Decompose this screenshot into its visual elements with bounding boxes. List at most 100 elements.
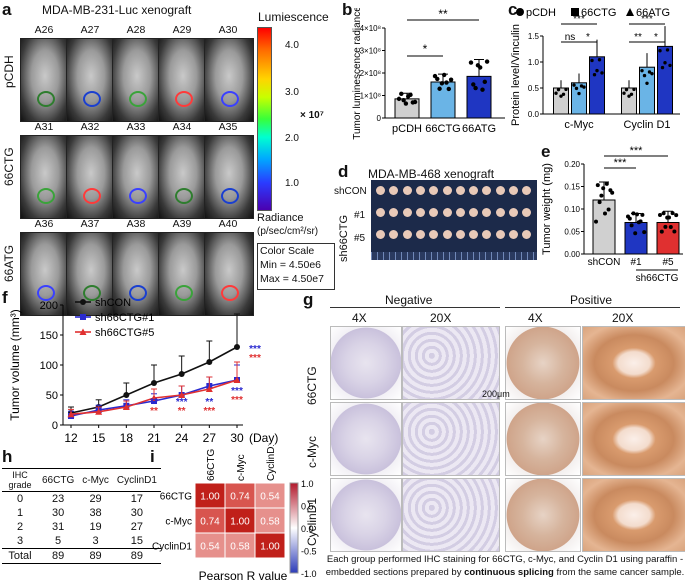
y-tick-label: 0.15 bbox=[564, 183, 580, 192]
data-point bbox=[401, 97, 406, 103]
panel-a-letter: a bbox=[2, 0, 12, 19]
sig-marker: ns bbox=[565, 32, 576, 43]
tumor-signal bbox=[175, 91, 193, 107]
legend-marker bbox=[516, 8, 524, 16]
data-point bbox=[444, 80, 449, 85]
sig-marker-blue: *** bbox=[176, 397, 188, 408]
mouse-id-A40: A40 bbox=[218, 218, 238, 230]
y-tick-label: 100 bbox=[40, 360, 58, 372]
mag-neg-20x: 20X bbox=[430, 311, 452, 325]
data-point bbox=[599, 193, 604, 198]
data-point bbox=[574, 86, 579, 91]
tumor-sample bbox=[522, 230, 532, 239]
table-cell: 1 bbox=[16, 507, 24, 519]
legend-marker bbox=[79, 328, 87, 335]
mouse-image bbox=[112, 232, 162, 316]
x-tick-label: Cyclin D1 bbox=[623, 119, 670, 131]
ihc-image bbox=[402, 326, 500, 400]
sig-marker-red: ** bbox=[178, 406, 186, 417]
data-point bbox=[663, 224, 668, 229]
tumor-signal bbox=[83, 285, 101, 301]
data-point bbox=[595, 183, 600, 188]
group-label: sh66CTG bbox=[636, 273, 679, 284]
heatmap-value: 0.74 bbox=[230, 492, 250, 503]
tumor-sample bbox=[482, 208, 492, 217]
data-point bbox=[668, 63, 672, 68]
ihc-image bbox=[505, 326, 581, 400]
panel-c-letter: c bbox=[508, 0, 518, 19]
data-point bbox=[67, 410, 75, 418]
table-header-cell: CyclinD1 bbox=[112, 468, 161, 492]
tumor-signal bbox=[221, 91, 239, 107]
ihc-image bbox=[330, 402, 402, 476]
mouse-image bbox=[112, 135, 162, 219]
table-cell: 30 bbox=[130, 507, 144, 519]
data-point bbox=[645, 81, 649, 85]
mouse-id-A38: A38 bbox=[126, 218, 146, 230]
data-point bbox=[627, 216, 632, 221]
y-tick-label: 0.0 bbox=[528, 110, 540, 119]
sig-marker: *** bbox=[614, 157, 628, 169]
data-point bbox=[650, 71, 654, 76]
tumor-signal bbox=[175, 285, 193, 301]
tumor-photo bbox=[371, 180, 537, 260]
mouse-image bbox=[66, 135, 116, 219]
colorbar-tick-2: 2.0 bbox=[285, 133, 299, 144]
data-point bbox=[674, 213, 679, 218]
bar-Cyclin D1-66ATG bbox=[657, 45, 673, 115]
data-point bbox=[635, 212, 639, 217]
data-point bbox=[95, 408, 103, 415]
heatmap-cell bbox=[194, 532, 226, 559]
x-tick-label: 66ATG bbox=[462, 123, 496, 135]
tumor-row-5: #5 bbox=[354, 233, 366, 244]
y-axis-label: Tumor volume (mm³) bbox=[8, 309, 22, 421]
data-point bbox=[642, 73, 647, 78]
sig-marker-red: *** bbox=[249, 353, 261, 364]
table-cell: 27 bbox=[130, 521, 144, 533]
mouse-image bbox=[20, 38, 70, 122]
tumor-sample bbox=[482, 230, 492, 239]
data-point bbox=[658, 213, 662, 218]
bar-shCON bbox=[592, 199, 616, 255]
sig-marker: ** bbox=[634, 32, 642, 43]
ihc-image bbox=[505, 478, 581, 552]
table-cell: 23 bbox=[51, 493, 65, 505]
legend-marker bbox=[626, 8, 634, 16]
legend-label-shCON: shCON bbox=[95, 297, 131, 309]
data-point bbox=[234, 344, 240, 350]
x-tick-label: 15 bbox=[92, 431, 106, 445]
heatmap-value: 0.74 bbox=[200, 517, 220, 528]
data-point bbox=[647, 70, 652, 74]
data-point bbox=[396, 96, 402, 102]
tumor-signal bbox=[83, 91, 101, 107]
x-tick-label: c-Myc bbox=[564, 119, 594, 131]
mouse-image bbox=[204, 232, 254, 316]
data-point bbox=[629, 92, 634, 96]
y-tick-label: 0 bbox=[377, 114, 382, 123]
data-point bbox=[597, 200, 602, 205]
negative-header: Negative bbox=[385, 293, 433, 307]
tumor-signal bbox=[129, 285, 147, 301]
mag-neg-4x: 4X bbox=[352, 311, 367, 325]
tumor-sample bbox=[495, 186, 505, 195]
table-row: Total 89 89 89 bbox=[2, 548, 161, 564]
mouse-id-A35: A35 bbox=[218, 121, 238, 133]
tumor-sample bbox=[415, 230, 425, 239]
tumor-signal bbox=[37, 91, 55, 107]
sig-marker-blue: ** bbox=[150, 397, 158, 408]
tumor-sample bbox=[442, 208, 452, 217]
table-header-cell: IHC grade bbox=[2, 468, 38, 492]
tumor-sample bbox=[455, 230, 465, 239]
table-cell: 89 bbox=[38, 548, 79, 564]
ihc-image bbox=[402, 402, 500, 476]
chart-i-correlation-heatmap: 66CTG66CTGc-Mycc-MycCyclinD1CyclinD11.00… bbox=[152, 445, 317, 583]
data-point bbox=[582, 85, 586, 89]
ihc-image bbox=[505, 402, 581, 476]
heatmap-value: 0.54 bbox=[260, 492, 280, 503]
mag-pos-4x: 4X bbox=[528, 311, 543, 325]
data-point bbox=[151, 380, 157, 386]
tumor-sample bbox=[495, 230, 505, 239]
legend-marker bbox=[80, 299, 86, 305]
heatmap-cell bbox=[254, 532, 286, 559]
heatmap-value: 0.58 bbox=[230, 542, 250, 553]
